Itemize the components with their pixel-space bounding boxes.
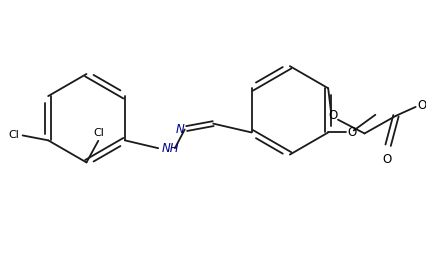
Text: Cl: Cl — [9, 130, 20, 140]
Text: Cl: Cl — [94, 128, 105, 138]
Text: O: O — [328, 109, 338, 122]
Text: O: O — [417, 99, 426, 112]
Text: O: O — [383, 153, 392, 166]
Text: N: N — [176, 123, 184, 136]
Text: O: O — [348, 126, 357, 139]
Text: NH: NH — [162, 142, 180, 155]
